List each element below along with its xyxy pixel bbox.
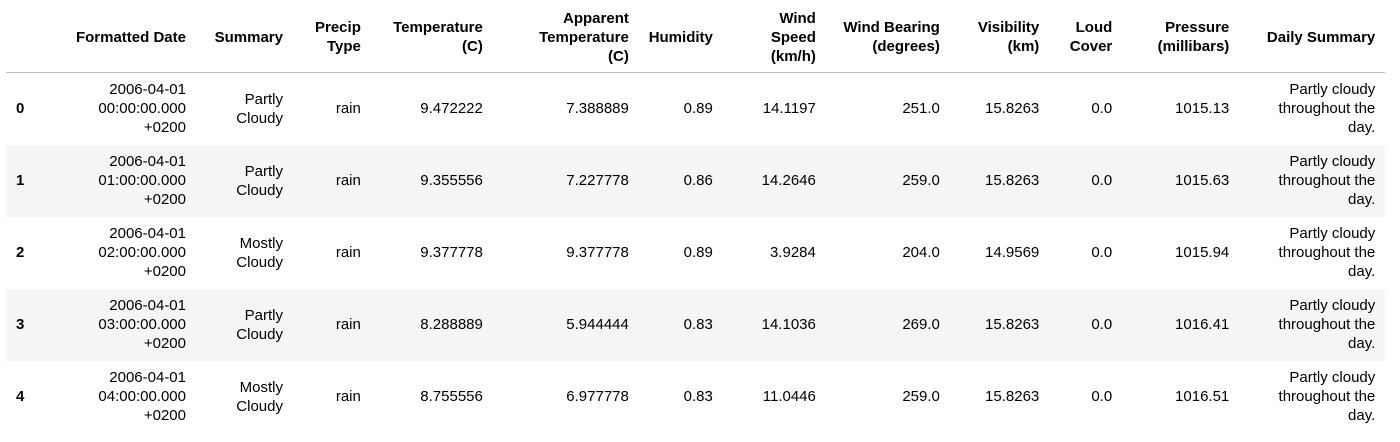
table-row: 3 2006-04-01 03:00:00.000 +0200 Partly Clo… [6,288,1386,361]
table-row: 2 2006-04-01 02:00:00.000 +0200 Mostly Clo… [6,216,1386,289]
column-header: Formatted Date [58,2,196,73]
row-index: 0 [16,100,25,118]
table-cell: rain [335,316,361,333]
row-index: 3 [16,316,25,333]
table-cell: 259.0 [902,172,940,189]
table-cell: 2006-04-01 02:00:00.000 +0200 [98,225,186,280]
table-cell: 9.472222 [420,100,483,118]
table-cell: 1015.63 [1175,172,1230,189]
table-cell: 204.0 [902,244,940,261]
table-cell: 9.377778 [566,244,629,261]
column-header: Loud Cover [1049,2,1123,73]
table-cell: 14.1036 [761,316,816,333]
table-cell: Mostly Cloudy [236,234,283,271]
column-header: Temperature (C) [370,2,493,73]
table-cell: 269.0 [902,316,940,333]
table-cell: 0.0 [1091,316,1113,333]
column-header: Precip Type [293,2,371,73]
table-cell: Partly cloudy throughout the day. [1278,369,1376,424]
column-header: Apparent Temperature (C) [492,2,639,73]
table-cell: 15.8263 [985,100,1040,118]
table-cell: 0.83 [683,316,713,333]
column-header: Wind Bearing (degrees) [825,2,950,73]
table-cell: Partly Cloudy [236,162,283,199]
table-cell: Mostly Cloudy [236,378,283,415]
column-header: Wind Speed (km/h) [722,2,826,73]
table-cell: 14.9569 [985,244,1040,261]
column-header: Humidity [638,2,723,73]
table-cell: 3.9284 [769,244,816,261]
table-cell: 11.0446 [762,388,816,405]
table-row: 4 2006-04-01 04:00:00.000 +0200 Mostly Clo… [6,360,1386,433]
table-cell: 1016.41 [1175,316,1230,333]
table-cell: 251.0 [902,100,940,118]
table-cell: Partly cloudy throughout the day. [1278,153,1376,208]
table-cell: 7.227778 [566,172,629,189]
table-cell: 0.0 [1091,388,1113,405]
table-cell: 15.8263 [985,316,1040,333]
table-cell: 0.0 [1091,100,1113,118]
table-cell: 8.288889 [420,316,483,333]
table-cell: 0.89 [683,100,713,118]
table-cell: 1015.13 [1175,100,1230,118]
table-cell: 9.355556 [420,172,483,189]
table-cell: 2006-04-01 04:00:00.000 +0200 [98,369,186,424]
table-cell: 15.8263 [985,172,1040,189]
table-cell: 0.86 [683,172,713,189]
table-cell: 9.377778 [420,244,483,261]
table-cell: 0.89 [683,244,713,261]
table-cell: 2006-04-01 03:00:00.000 +0200 [98,297,186,352]
column-header: Daily Summary [1239,2,1386,73]
table-cell: 1015.94 [1175,244,1230,261]
table-cell: rain [335,100,361,118]
table-cell: Partly cloudy throughout the day. [1278,81,1376,137]
table-cell: 14.1197 [762,100,816,118]
table-cell: 2006-04-01 00:00:00.000 +0200 [98,81,186,137]
row-index: 4 [16,388,25,405]
table-cell: 0.0 [1091,172,1113,189]
dataframe-table: Formatted Date Summary Precip Type Tempe… [6,2,1386,433]
column-header: Visibility (km) [949,2,1050,73]
column-header: Pressure (millibars) [1122,2,1240,73]
table-cell: 259.0 [902,388,940,405]
table-cell: Partly Cloudy [236,90,283,127]
table-cell: Partly cloudy throughout the day. [1278,297,1376,352]
table-cell: 6.977778 [566,388,629,405]
table-cell: 0.0 [1091,244,1113,261]
row-index: 2 [16,244,25,261]
table-row: 1 2006-04-01 01:00:00.000 +0200 Partly Clo… [6,144,1386,217]
table-row: 0 2006-04-01 00:00:00.000 +0200 Partly Clo… [6,72,1386,145]
table-cell: 5.944444 [566,316,629,333]
header-row: Formatted Date Summary Precip Type Tempe… [6,2,1386,73]
table-cell: rain [335,244,361,261]
table-cell: 7.388889 [566,100,629,118]
table-cell: 15.8263 [985,388,1040,405]
table-cell: rain [335,172,361,189]
row-index: 1 [16,172,25,189]
table-cell: Partly cloudy throughout the day. [1278,225,1376,280]
table-cell: Partly Cloudy [236,306,283,343]
table-cell: 0.83 [683,388,713,405]
table-cell: 1016.51 [1175,388,1230,405]
index-header [6,2,58,73]
table-cell: 8.755556 [420,388,483,405]
table-cell: 2006-04-01 01:00:00.000 +0200 [98,153,186,208]
table-cell: 14.2646 [761,172,816,189]
table-cell: rain [335,388,361,405]
column-header: Summary [196,2,293,73]
